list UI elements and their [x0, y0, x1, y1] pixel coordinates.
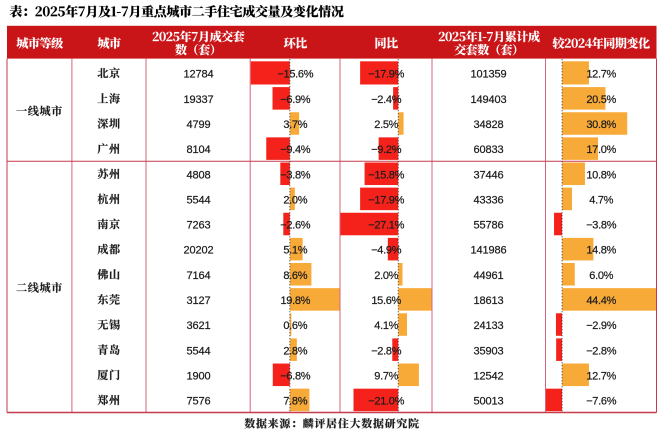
svg-text:7263: 7263	[186, 220, 210, 232]
svg-text:18613: 18613	[473, 295, 503, 307]
svg-text:8104: 8104	[186, 144, 210, 156]
svg-text:7.8%: 7.8%	[283, 396, 307, 408]
svg-text:−3.8%: −3.8%	[586, 220, 617, 232]
svg-text:−7.6%: −7.6%	[586, 396, 617, 408]
svg-text:4.7%: 4.7%	[589, 194, 613, 206]
svg-text:−9.2%: −9.2%	[371, 144, 402, 156]
svg-text:2.5%: 2.5%	[374, 119, 398, 131]
svg-text:5544: 5544	[186, 194, 210, 206]
svg-text:20202: 20202	[183, 245, 213, 257]
svg-text:141986: 141986	[470, 245, 506, 257]
svg-text:37446: 37446	[473, 169, 503, 181]
svg-text:9.7%: 9.7%	[374, 370, 398, 382]
svg-text:4808: 4808	[186, 169, 210, 181]
svg-text:10.8%: 10.8%	[586, 169, 616, 181]
svg-text:149403: 149403	[470, 94, 506, 106]
svg-text:8.6%: 8.6%	[283, 270, 307, 282]
svg-text:60833: 60833	[473, 144, 503, 156]
svg-text:2.0%: 2.0%	[283, 194, 307, 206]
svg-text:0.6%: 0.6%	[283, 320, 307, 332]
svg-text:−2.8%: −2.8%	[371, 345, 402, 357]
svg-text:55786: 55786	[473, 220, 503, 232]
svg-text:3.7%: 3.7%	[283, 119, 307, 131]
svg-text:5.1%: 5.1%	[283, 245, 307, 257]
svg-text:19337: 19337	[183, 94, 213, 106]
svg-text:−6.9%: −6.9%	[280, 94, 311, 106]
svg-text:24133: 24133	[473, 320, 503, 332]
svg-text:2.8%: 2.8%	[283, 345, 307, 357]
svg-text:34828: 34828	[473, 119, 503, 131]
svg-text:−2.9%: −2.9%	[586, 320, 617, 332]
svg-text:−2.4%: −2.4%	[371, 94, 402, 106]
svg-text:4799: 4799	[186, 119, 210, 131]
svg-text:30.8%: 30.8%	[586, 119, 616, 131]
svg-text:44961: 44961	[473, 270, 503, 282]
svg-text:−15.8%: −15.8%	[368, 169, 404, 181]
svg-text:14.8%: 14.8%	[586, 245, 616, 257]
svg-text:12.7%: 12.7%	[586, 370, 616, 382]
svg-text:3127: 3127	[186, 295, 210, 307]
svg-text:−9.4%: −9.4%	[280, 144, 311, 156]
svg-text:−3.8%: −3.8%	[280, 169, 311, 181]
svg-text:2.0%: 2.0%	[374, 270, 398, 282]
svg-text:12.7%: 12.7%	[586, 69, 616, 81]
svg-text:19.8%: 19.8%	[280, 295, 310, 307]
svg-text:−2.8%: −2.8%	[586, 345, 617, 357]
svg-text:44.4%: 44.4%	[586, 295, 616, 307]
svg-text:12542: 12542	[473, 370, 503, 382]
svg-text:−21.0%: −21.0%	[368, 396, 404, 408]
svg-text:−17.9%: −17.9%	[368, 194, 404, 206]
svg-text:−15.6%: −15.6%	[277, 69, 313, 81]
svg-text:50013: 50013	[473, 396, 503, 408]
svg-text:1900: 1900	[186, 370, 210, 382]
svg-text:3621: 3621	[186, 320, 210, 332]
svg-text:−6.8%: −6.8%	[280, 370, 311, 382]
svg-text:−4.9%: −4.9%	[371, 245, 402, 257]
svg-text:101359: 101359	[470, 69, 506, 81]
svg-text:15.6%: 15.6%	[371, 295, 401, 307]
svg-text:−27.1%: −27.1%	[368, 220, 404, 232]
svg-text:7576: 7576	[186, 396, 210, 408]
svg-text:5544: 5544	[186, 345, 210, 357]
svg-text:4.1%: 4.1%	[374, 320, 398, 332]
svg-text:17.0%: 17.0%	[586, 144, 616, 156]
svg-text:6.0%: 6.0%	[589, 270, 613, 282]
svg-text:7164: 7164	[186, 270, 210, 282]
svg-text:20.5%: 20.5%	[586, 94, 616, 106]
svg-text:−17.9%: −17.9%	[368, 69, 404, 81]
svg-text:12784: 12784	[183, 69, 213, 81]
svg-text:35903: 35903	[473, 345, 503, 357]
svg-text:−2.6%: −2.6%	[280, 220, 311, 232]
svg-text:43336: 43336	[473, 194, 503, 206]
